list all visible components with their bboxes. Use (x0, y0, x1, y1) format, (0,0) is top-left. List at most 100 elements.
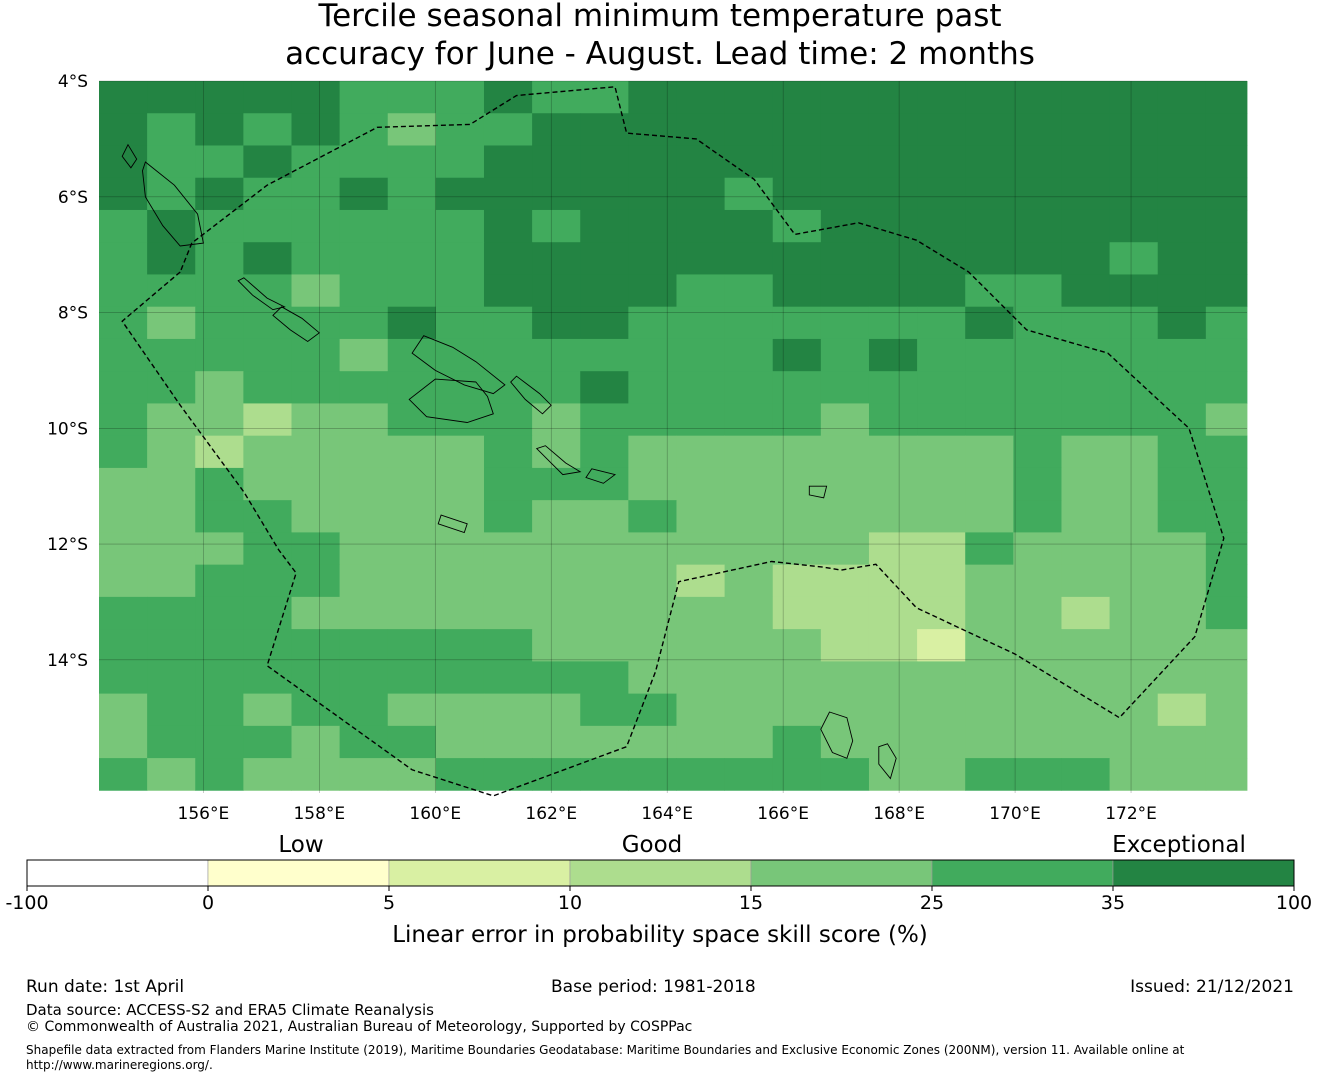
skill-cell (917, 661, 966, 695)
skill-cell (1205, 725, 1248, 759)
skill-cell (772, 725, 822, 759)
skill-cell (820, 467, 870, 501)
skill-cell (1157, 403, 1207, 437)
skill-cell (917, 532, 966, 566)
skill-cell (1205, 209, 1248, 243)
skill-cell (676, 177, 726, 211)
skill-cell (868, 338, 918, 372)
skill-cell (1013, 532, 1062, 566)
skill-cell (339, 435, 389, 469)
skill-cell (147, 725, 196, 759)
skill-cell (387, 338, 437, 372)
skill-cell (820, 81, 870, 114)
skill-cell (339, 306, 389, 340)
skill-cell (820, 758, 870, 791)
colorbar-tick-label: 15 (739, 892, 763, 914)
skill-cell (1109, 693, 1159, 727)
skill-cell (1205, 467, 1248, 501)
skill-cell (99, 596, 148, 630)
skill-cell (99, 467, 148, 501)
skill-cell (195, 661, 244, 695)
colorbar-tick-label: -100 (5, 892, 48, 914)
skill-cell (99, 371, 148, 404)
skill-cell (243, 435, 292, 469)
skill-cell (965, 81, 1014, 114)
skill-cell (1013, 371, 1062, 404)
skill-cell (772, 693, 822, 727)
skill-cell (1013, 467, 1062, 501)
category-exceptional: Exceptional (1112, 832, 1246, 858)
skill-cell (628, 629, 677, 662)
skill-cell (1061, 81, 1110, 114)
skill-cell (243, 693, 292, 727)
island-outline (808, 485, 828, 499)
skill-cell (820, 532, 870, 566)
skill-cell (99, 177, 148, 211)
skill-cell (628, 145, 677, 179)
skill-cell (99, 758, 148, 791)
skill-cell (435, 629, 485, 662)
latitude-label: 8°S (58, 304, 88, 324)
skill-cell (676, 371, 726, 404)
latitude-label: 4°S (58, 72, 88, 92)
skill-cell (917, 725, 966, 759)
skill-cell (628, 177, 677, 211)
skill-cell (628, 371, 677, 404)
skill-cell (676, 338, 726, 372)
skill-cell (628, 242, 677, 275)
skill-cell (435, 500, 485, 533)
skill-cell (965, 661, 1014, 695)
skill-cell (820, 113, 870, 146)
skill-cell (1205, 81, 1248, 114)
skill-cell (1157, 177, 1207, 211)
skill-cell (628, 725, 677, 759)
colorbar-label: Linear error in probability space skill … (392, 922, 928, 948)
skill-cell (1205, 371, 1248, 404)
skill-cell (628, 758, 677, 791)
skill-cell (532, 758, 581, 791)
skill-cell (435, 145, 485, 179)
skill-cell (387, 467, 437, 501)
skill-cell (483, 596, 533, 630)
skill-cell (291, 467, 341, 501)
skill-cell (1205, 435, 1248, 469)
skill-cell (1157, 242, 1207, 275)
skill-cell (1061, 145, 1110, 179)
skill-cell (532, 596, 581, 630)
skill-cell (483, 629, 533, 662)
skill-cell (483, 274, 533, 308)
skill-cell (435, 725, 485, 759)
skill-cell (195, 758, 244, 791)
skill-cell (868, 274, 918, 308)
skill-cell (1061, 532, 1110, 566)
skill-cell (147, 500, 196, 533)
skill-cell (917, 145, 966, 179)
colorbar-bin (750, 859, 933, 887)
skill-cell (820, 145, 870, 179)
skill-cell (868, 467, 918, 501)
skill-cell (99, 81, 148, 114)
colorbar-bin (1112, 859, 1295, 887)
skill-grid-cells (99, 81, 1248, 791)
skill-cell (339, 177, 389, 211)
skill-cell (1013, 403, 1062, 437)
skill-cell (532, 435, 581, 469)
skill-cell (676, 500, 726, 533)
skill-cell (387, 371, 437, 404)
skill-cell (291, 177, 341, 211)
skill-cell (483, 564, 533, 598)
skill-cell (291, 629, 341, 662)
skill-cell (147, 306, 196, 340)
skill-cell (483, 693, 533, 727)
skill-cell (772, 532, 822, 566)
colorbar-tick-label: 0 (202, 892, 214, 914)
skill-cell (195, 338, 244, 372)
skill-cell (1109, 177, 1159, 211)
skill-cell (99, 403, 148, 437)
skill-cell (772, 338, 822, 372)
skill-cell (387, 177, 437, 211)
skill-cell (917, 500, 966, 533)
skill-cell (1157, 371, 1207, 404)
skill-cell (1205, 113, 1248, 146)
skill-cell (1109, 532, 1159, 566)
